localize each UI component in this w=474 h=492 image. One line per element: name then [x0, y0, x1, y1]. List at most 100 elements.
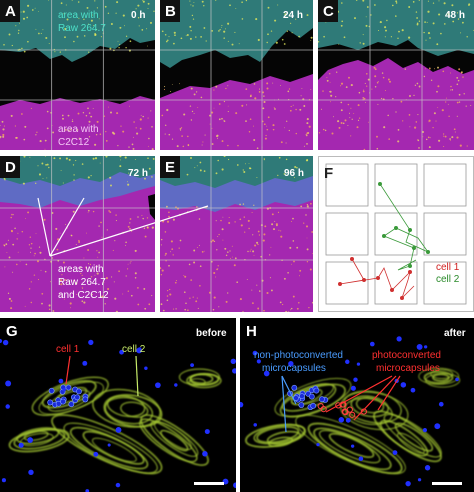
speckle: [92, 108, 94, 110]
speckle: [243, 216, 246, 218]
speckle: [170, 91, 172, 92]
speckle: [287, 90, 290, 93]
speckle: [151, 148, 154, 150]
speckle: [296, 166, 298, 169]
speckle: [318, 40, 320, 43]
speckle: [389, 80, 391, 83]
speckle: [64, 29, 67, 31]
speckle: [213, 240, 216, 243]
speckle: [445, 101, 447, 103]
microcapsule: [298, 402, 305, 408]
cell: [104, 396, 154, 425]
speckle: [2, 133, 5, 137]
speckle: [194, 167, 196, 169]
speckle: [165, 252, 167, 255]
speckle: [65, 4, 67, 6]
speckle: [127, 263, 129, 265]
speckle: [142, 217, 144, 220]
time-label: 0 h: [131, 10, 145, 21]
speckle: [278, 156, 281, 159]
speckle: [422, 136, 424, 138]
speckle: [437, 85, 440, 88]
speckle: [430, 79, 433, 82]
speckle: [264, 137, 267, 140]
speckle: [217, 265, 219, 267]
speckle: [30, 281, 32, 283]
nucleus: [416, 343, 423, 350]
speckle: [27, 40, 29, 43]
speckle: [37, 165, 39, 167]
speckle: [128, 172, 130, 174]
speckle: [16, 263, 18, 266]
speckle: [254, 97, 257, 100]
speckle: [189, 25, 192, 28]
speckle: [87, 249, 90, 251]
speckle: [142, 115, 144, 118]
speckle: [418, 85, 421, 88]
cell: [178, 368, 221, 386]
speckle: [27, 4, 30, 7]
speckle: [171, 248, 174, 250]
speckle: [1, 120, 4, 123]
speckle: [288, 88, 291, 90]
speckle: [125, 275, 127, 277]
speckle: [241, 18, 244, 20]
speckle: [280, 141, 283, 144]
speckle: [365, 24, 368, 27]
speckle: [300, 205, 303, 208]
speckle: [306, 237, 308, 239]
nucleus: [58, 378, 64, 384]
speckle: [135, 8, 137, 10]
grid: [160, 156, 313, 312]
speckle: [223, 30, 226, 33]
speckle: [357, 104, 360, 107]
speckle: [193, 1, 195, 3]
speckle: [2, 135, 5, 138]
speckle: [61, 114, 64, 117]
speckle: [256, 241, 259, 244]
speckle: [148, 167, 151, 170]
speckle: [196, 165, 198, 167]
cell: [396, 432, 425, 454]
speckle: [348, 76, 350, 79]
speckle: [147, 117, 149, 119]
speckle: [324, 129, 327, 132]
speckle: [27, 211, 30, 214]
speckle: [86, 232, 87, 234]
speckle: [300, 95, 302, 97]
speckle: [293, 260, 295, 263]
speckle: [248, 131, 251, 133]
speckle: [223, 119, 225, 121]
speckle: [217, 236, 219, 238]
speckle: [376, 147, 379, 150]
speckle: [184, 275, 187, 278]
speckle: [318, 132, 321, 134]
speckle: [40, 32, 42, 34]
speckle: [435, 120, 437, 122]
speckle: [448, 115, 450, 117]
nucleus: [434, 423, 441, 430]
speckle: [141, 214, 143, 216]
speckle: [333, 116, 334, 118]
speckle: [284, 13, 287, 16]
speckle: [326, 77, 328, 79]
nucleus: [345, 417, 351, 423]
speckle: [237, 144, 239, 147]
speckle: [41, 292, 44, 295]
panel-label: A: [5, 3, 16, 20]
speckle: [338, 126, 341, 129]
speckle: [364, 82, 366, 84]
speckle: [392, 98, 394, 100]
speckle: [292, 104, 294, 106]
gap: [148, 194, 155, 220]
pointer-lines: [281, 375, 297, 433]
speckle: [310, 202, 312, 205]
speckle: [178, 247, 180, 249]
cell: [69, 426, 149, 470]
speckle: [291, 221, 292, 222]
speckle: [377, 29, 380, 32]
speckle: [107, 12, 110, 14]
blue-note: microcapsules: [262, 363, 326, 374]
speckle: [17, 232, 19, 234]
speckle: [213, 89, 215, 91]
